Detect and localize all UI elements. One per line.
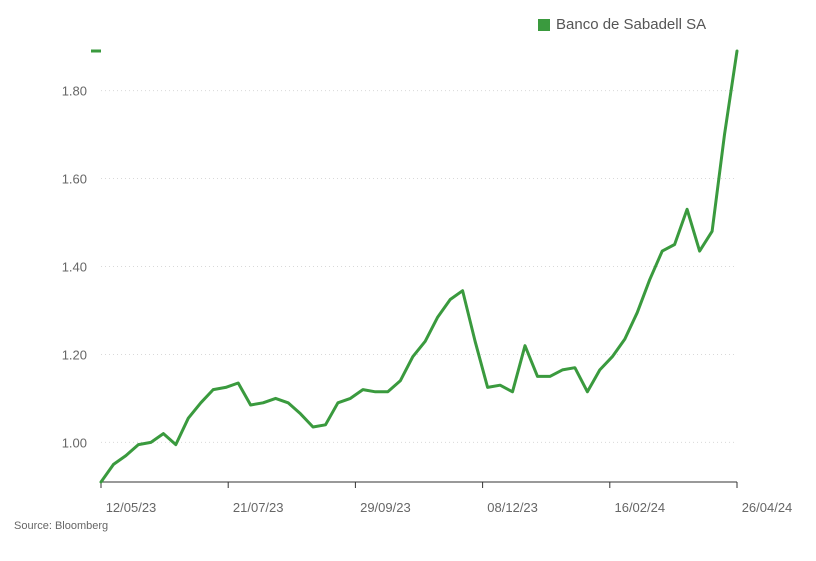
x-tick-label: 12/05/23 [106, 500, 157, 515]
series-line-banco-de-sabadell [99, 49, 739, 484]
x-tick-label: 08/12/23 [487, 500, 538, 515]
y-tick-label: 1.60 [62, 172, 87, 187]
y-tick-label: 1.40 [62, 260, 87, 275]
grid-lines [101, 90, 737, 443]
x-axis: 12/05/23 21/07/23 29/09/23 08/12/23 16/02/24… [100, 481, 793, 515]
legend: Banco de Sabadell SA [538, 16, 706, 33]
y-tick-label: 1.80 [62, 84, 87, 99]
y-axis: 1.00 1.20 1.40 1.60 1.80 [62, 49, 101, 450]
source-note: Source: Bloomberg [14, 520, 109, 532]
x-tick-label: 26/04/24 [742, 500, 793, 515]
y-tick-label: 1.20 [62, 347, 87, 362]
series-layer [99, 49, 739, 484]
x-tick-label: 29/09/23 [360, 500, 411, 515]
x-tick-label: 21/07/23 [233, 500, 284, 515]
x-tick-label: 16/02/24 [614, 500, 665, 515]
y-tick-label: 1.00 [62, 435, 87, 450]
legend-swatch [538, 18, 550, 31]
legend-label: Banco de Sabadell SA [556, 16, 707, 33]
